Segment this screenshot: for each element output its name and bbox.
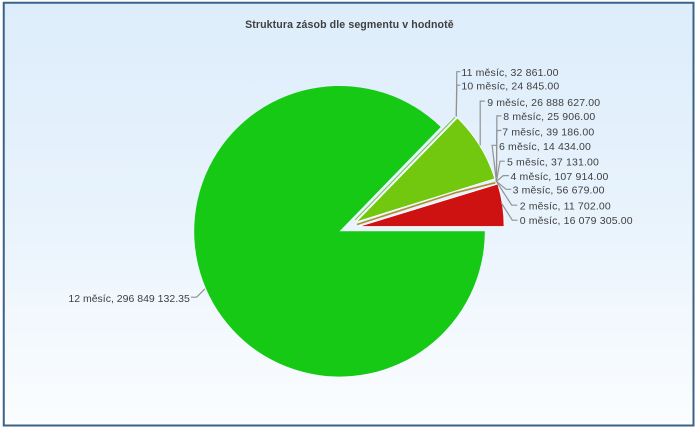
- svg-text:3 měsíc, 56 679.00: 3 měsíc, 56 679.00: [513, 185, 605, 197]
- svg-text:Struktura zásob dle segmentu v: Struktura zásob dle segmentu v hodnotě: [245, 19, 454, 31]
- svg-text:12 měsíc, 296 849 132.35: 12 měsíc, 296 849 132.35: [68, 293, 190, 305]
- svg-text:2 měsíc, 11 702.00: 2 měsíc, 11 702.00: [520, 201, 611, 213]
- svg-text:8 měsíc, 25 906.00: 8 měsíc, 25 906.00: [503, 111, 595, 123]
- svg-text:7 měsíc, 39 186.00: 7 měsíc, 39 186.00: [502, 126, 594, 138]
- svg-text:11 měsíc, 32 861.00: 11 měsíc, 32 861.00: [461, 67, 558, 79]
- svg-text:9 měsíc, 26 888 627.00: 9 měsíc, 26 888 627.00: [487, 97, 600, 109]
- svg-text:10 měsíc, 24 845.00: 10 měsíc, 24 845.00: [461, 81, 559, 93]
- svg-text:4 měsíc, 107 914.00: 4 měsíc, 107 914.00: [511, 171, 609, 183]
- svg-text:0 měsíc, 16 079 305.00: 0 měsíc, 16 079 305.00: [520, 215, 633, 227]
- svg-text:6 měsíc, 14 434.00: 6 měsíc, 14 434.00: [499, 141, 591, 153]
- svg-text:5 měsíc, 37 131.00: 5 měsíc, 37 131.00: [507, 157, 599, 169]
